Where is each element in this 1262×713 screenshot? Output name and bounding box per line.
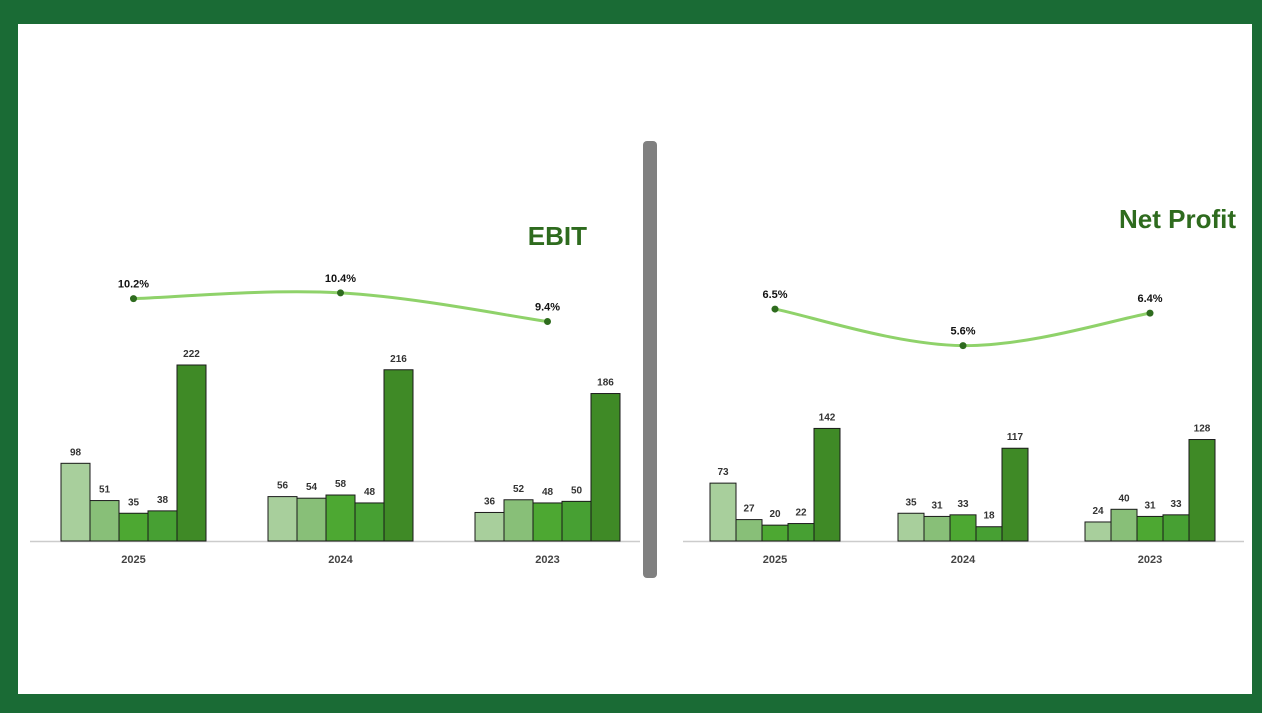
bar-value-label: 216 <box>390 354 407 365</box>
bar <box>590 393 621 542</box>
bar-value-label: 128 <box>1194 424 1211 435</box>
year-tick-label: 2024 <box>328 554 353 566</box>
bar-value-label: 35 <box>905 497 917 508</box>
bar-value-label: 40 <box>1118 493 1130 504</box>
margin-label: 10.2% <box>118 279 149 291</box>
year-tick-label: 2023 <box>535 554 559 566</box>
bar-value-label: 142 <box>819 412 836 423</box>
bar <box>1084 521 1112 542</box>
bar-value-label: 27 <box>743 504 755 515</box>
bar-value-label: 56 <box>277 481 289 492</box>
bar <box>949 514 977 542</box>
bar-value-label: 54 <box>306 482 318 493</box>
bar-value-label: 58 <box>335 479 347 490</box>
margin-label: 6.4% <box>1137 293 1162 305</box>
bar-value-label: 18 <box>983 511 995 522</box>
bar-value-label: 51 <box>99 485 111 496</box>
bar-value-label: 48 <box>364 487 376 498</box>
year-tick-label: 2024 <box>951 554 976 566</box>
bar <box>1162 514 1190 542</box>
chart-frame <box>18 24 1252 694</box>
bar-value-label: 31 <box>1144 500 1156 511</box>
year-tick-label: 2025 <box>121 554 145 566</box>
bar <box>761 524 789 542</box>
bar-value-label: 35 <box>128 497 140 508</box>
bar <box>147 510 178 542</box>
bar-value-label: 98 <box>70 447 82 458</box>
bar <box>1136 515 1164 542</box>
bar-value-label: 31 <box>931 500 943 511</box>
ebit-title: EBIT <box>528 221 587 251</box>
margin-point <box>959 342 967 350</box>
bar <box>1110 508 1138 542</box>
bar-value-label: 48 <box>542 487 554 498</box>
bar <box>787 523 815 542</box>
bar <box>532 502 563 542</box>
bar-value-label: 50 <box>571 485 583 496</box>
bar <box>118 512 149 542</box>
margin-label: 6.5% <box>762 289 787 301</box>
bar <box>354 502 385 542</box>
margin-point <box>337 289 344 297</box>
margin-point <box>1146 309 1154 317</box>
bar <box>60 462 91 542</box>
bar-value-label: 222 <box>183 349 200 360</box>
bar-value-label: 22 <box>795 508 807 519</box>
bar <box>1188 439 1216 542</box>
bar <box>474 511 505 542</box>
margin-label: 9.4% <box>535 302 560 314</box>
bar-value-label: 117 <box>1007 432 1024 443</box>
bar <box>176 364 207 542</box>
bar-value-label: 20 <box>769 509 781 520</box>
bar <box>89 500 120 542</box>
bar-value-label: 24 <box>1092 506 1104 517</box>
bar <box>561 500 592 542</box>
margin-label: 10.4% <box>325 273 356 285</box>
bar <box>383 369 414 542</box>
bar <box>709 482 737 542</box>
bar <box>813 427 841 542</box>
bar <box>897 512 925 542</box>
margin-label: 5.6% <box>950 326 975 338</box>
bar-value-label: 33 <box>1170 499 1182 510</box>
bar <box>503 499 534 542</box>
bar-value-label: 186 <box>597 378 614 389</box>
bar <box>1001 447 1029 542</box>
bar <box>325 494 356 542</box>
bar-value-label: 36 <box>484 496 496 507</box>
bar-value-label: 73 <box>717 467 729 478</box>
bar <box>735 519 763 542</box>
margin-point <box>130 295 137 303</box>
bar-value-label: 38 <box>157 495 169 506</box>
bar-value-label: 33 <box>957 499 969 510</box>
bar <box>975 526 1003 542</box>
margin-point <box>771 305 779 313</box>
bar <box>923 515 951 542</box>
panel-divider <box>643 141 657 578</box>
bar <box>267 496 298 542</box>
bar <box>296 497 327 542</box>
net-profit-title: Net Profit <box>1119 204 1236 234</box>
margin-point <box>544 318 551 326</box>
year-tick-label: 2025 <box>763 554 787 566</box>
bar-value-label: 52 <box>513 484 525 495</box>
year-tick-label: 2023 <box>1138 554 1162 566</box>
